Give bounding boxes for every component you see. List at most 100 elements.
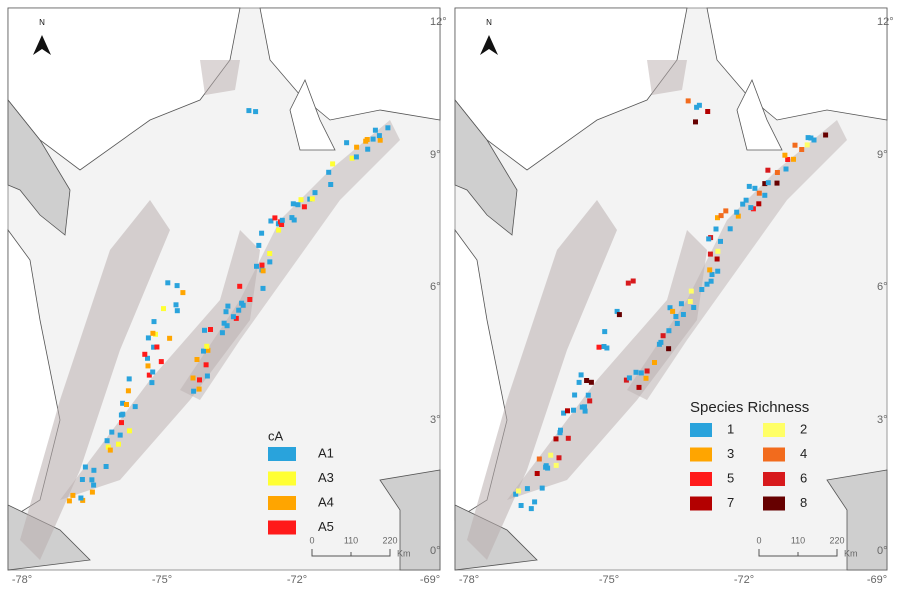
cell (80, 477, 85, 482)
lon-label: -72° (287, 574, 307, 586)
cell (582, 404, 587, 409)
cell (705, 109, 710, 114)
cell (823, 133, 828, 138)
legend-label: A4 (318, 494, 334, 509)
cell (782, 153, 787, 158)
legend-label: 7 (727, 495, 734, 510)
cell (109, 430, 114, 435)
cell (267, 259, 272, 264)
cell (220, 330, 225, 335)
cell (313, 190, 318, 195)
scale-label: 220 (382, 535, 397, 545)
scale-label: 0 (309, 535, 314, 545)
cell (89, 477, 94, 482)
lat-label: 3° (877, 414, 888, 426)
cell (373, 128, 378, 133)
cell (91, 468, 96, 473)
cell (765, 168, 770, 173)
cell (715, 249, 720, 254)
cell (118, 433, 123, 438)
cell (784, 167, 789, 172)
cell (175, 308, 180, 313)
cell (675, 321, 680, 326)
cell (706, 236, 711, 241)
cell (205, 374, 210, 379)
lat-label: 0° (877, 545, 888, 557)
cell (756, 201, 761, 206)
cell (225, 304, 230, 309)
cell (239, 301, 244, 306)
cell (354, 154, 359, 159)
scale-label: 110 (791, 535, 805, 545)
legend-swatch (690, 472, 712, 486)
cell (127, 428, 132, 433)
cell (566, 436, 571, 441)
cell (617, 312, 622, 317)
cell (718, 239, 723, 244)
cell (310, 196, 315, 201)
cell (133, 404, 138, 409)
cell (291, 201, 296, 206)
legend-swatch (268, 472, 296, 486)
cell (224, 309, 229, 314)
north-label: N (39, 18, 45, 27)
cell (548, 453, 553, 458)
cell (354, 145, 359, 150)
legend-swatch (690, 423, 712, 437)
cell (127, 376, 132, 381)
cell (365, 147, 370, 152)
cell (231, 314, 236, 319)
lat-label: 12° (430, 16, 447, 28)
cell (344, 140, 349, 145)
cell (120, 412, 125, 417)
cell (350, 156, 355, 161)
cell (689, 289, 694, 294)
cell (519, 503, 524, 508)
lon-label: -78° (12, 574, 32, 586)
cell (259, 231, 264, 236)
cell (645, 369, 650, 374)
cell (748, 205, 753, 210)
cell (191, 389, 196, 394)
legend-label: 6 (800, 470, 807, 485)
cell (752, 186, 757, 191)
cell (775, 181, 780, 186)
cell (785, 157, 790, 162)
lon-label: -75° (152, 574, 172, 586)
cell (237, 284, 242, 289)
lon-label: -72° (734, 574, 754, 586)
cell (715, 269, 720, 274)
cell (91, 483, 96, 488)
cell (644, 376, 649, 381)
cell (195, 357, 200, 362)
cell (256, 243, 261, 248)
cell (175, 283, 180, 288)
north-label: N (486, 18, 492, 27)
cell (666, 346, 671, 351)
cell (197, 377, 202, 382)
cell (579, 372, 584, 377)
scale-label: 110 (344, 535, 358, 545)
legend-swatch (268, 447, 296, 461)
lon-label: -69° (867, 574, 887, 586)
cell (126, 388, 131, 393)
legend-swatch (763, 423, 785, 437)
lat-label: 9° (877, 149, 888, 161)
cell (715, 257, 720, 262)
cell (124, 402, 129, 407)
legend-swatch (690, 497, 712, 511)
cell (723, 208, 728, 213)
cell (634, 370, 639, 375)
cell (540, 486, 545, 491)
legend-swatch (690, 448, 712, 462)
cell (565, 408, 570, 413)
cell (799, 147, 804, 152)
cell (78, 496, 83, 501)
cell (152, 319, 157, 324)
legend-label: A1 (318, 445, 334, 460)
legend-title: cA (268, 428, 284, 443)
cell (119, 420, 124, 425)
mountains (647, 60, 687, 95)
cell (529, 506, 534, 511)
